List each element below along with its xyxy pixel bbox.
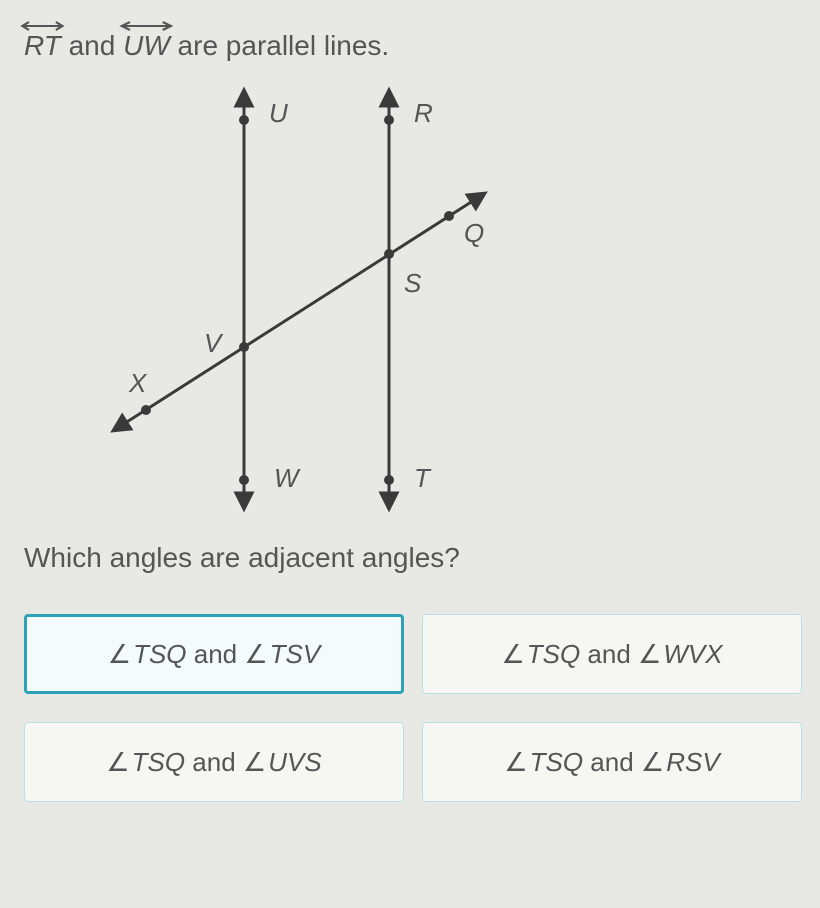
answer-option[interactable]: ∠TSQ and ∠TSV bbox=[24, 614, 404, 694]
line-rt-symbol: RT bbox=[24, 30, 61, 62]
answer-option[interactable]: ∠TSQ and ∠UVS bbox=[24, 722, 404, 802]
svg-text:V: V bbox=[204, 328, 224, 358]
svg-text:X: X bbox=[128, 368, 148, 398]
statement-rest: are parallel lines. bbox=[170, 30, 389, 61]
statement-conj: and bbox=[61, 30, 123, 61]
line-uw-symbol: UW bbox=[123, 30, 170, 62]
geometry-diagram: U R Q S V X W T bbox=[84, 82, 524, 522]
problem-statement: RT and UW are parallel lines. bbox=[24, 30, 796, 62]
line1-var: RT bbox=[24, 30, 61, 61]
question-text: Which angles are adjacent angles? bbox=[24, 542, 796, 574]
line2-var: UW bbox=[123, 30, 170, 61]
svg-text:Q: Q bbox=[464, 218, 484, 248]
svg-text:R: R bbox=[414, 98, 433, 128]
answer-options: ∠TSQ and ∠TSV∠TSQ and ∠WVX∠TSQ and ∠UVS∠… bbox=[24, 614, 796, 802]
answer-option[interactable]: ∠TSQ and ∠RSV bbox=[422, 722, 802, 802]
svg-text:U: U bbox=[269, 98, 288, 128]
svg-text:S: S bbox=[404, 268, 422, 298]
svg-text:W: W bbox=[274, 463, 301, 493]
answer-option[interactable]: ∠TSQ and ∠WVX bbox=[422, 614, 802, 694]
svg-text:T: T bbox=[414, 463, 432, 493]
